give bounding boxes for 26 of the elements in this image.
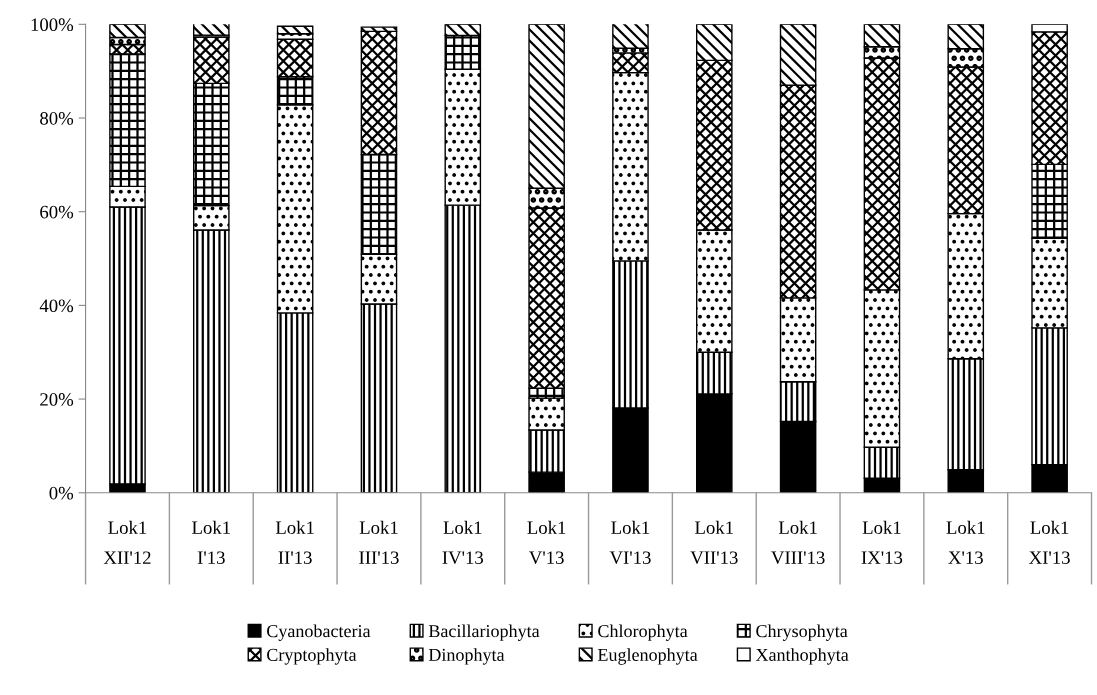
y-tick-label: 100%: [31, 18, 74, 32]
legend-label: Bacillariophyta: [428, 624, 540, 641]
y-tick-label: 20%: [40, 393, 74, 406]
x-tick-label: Lok1 II'13: [275, 520, 314, 564]
y-tick-label: 60%: [40, 205, 74, 219]
legend-label: Cryptophyta: [267, 648, 357, 665]
x-tick-label: Lok1 IX'13: [861, 520, 903, 564]
legend-label: Chlorophyta: [598, 624, 688, 641]
x-tick-label: Lok1 VI'13: [609, 520, 651, 565]
x-tick-label: Lok1 III'13: [359, 520, 399, 564]
x-tick-label: Lok1 XII'12: [103, 520, 151, 564]
x-tick-label: Lok1 VII'13: [690, 520, 738, 565]
legend-label: Xanthophyta: [755, 648, 849, 665]
legend-label: Dinophyta: [428, 648, 505, 665]
x-tick-label: Lok1 V'13: [527, 520, 566, 565]
legend-label: Cyanobacteria: [267, 624, 371, 641]
y-tick-label: 80%: [40, 112, 74, 125]
x-tick-label: Lok1 X'13: [946, 520, 985, 564]
x-tick-label: Lok1 XI'13: [1029, 520, 1070, 564]
legend-label: Chrysophyta: [756, 624, 848, 641]
x-tick-label: Lok1 IV'13: [442, 520, 484, 565]
x-tick-label: Lok1 I'13: [192, 520, 230, 564]
x-tick-label: Lok1 VIII'13: [771, 520, 825, 565]
legend-label: Euglenophyta: [597, 648, 698, 665]
y-tick-label: 0%: [49, 486, 74, 500]
y-tick-label: 40%: [39, 299, 74, 313]
